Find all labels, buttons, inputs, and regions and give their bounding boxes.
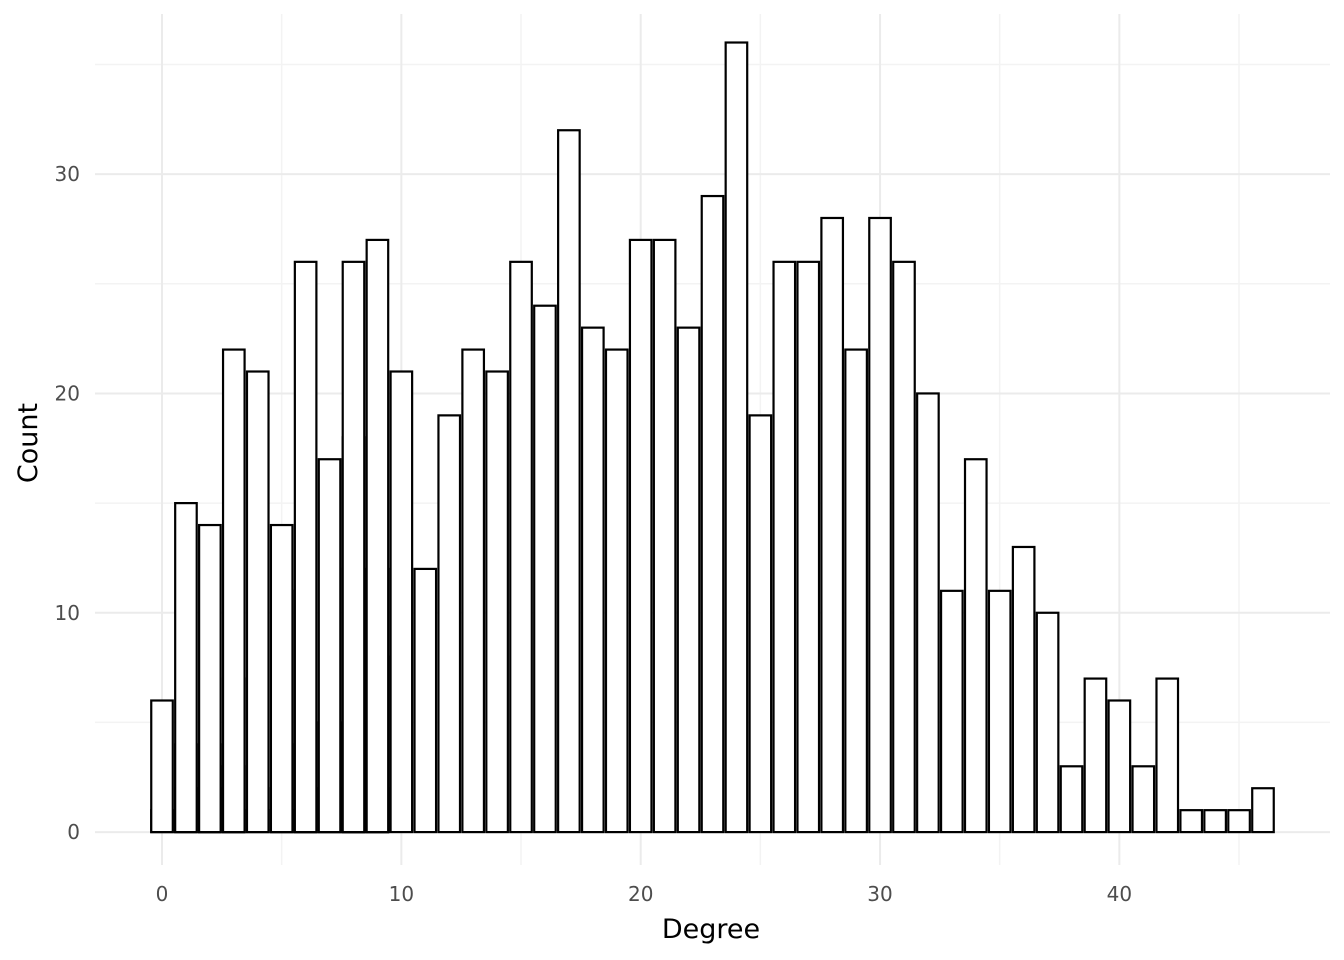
histogram-bar (939, 589, 964, 834)
histogram-bar (293, 260, 318, 834)
y-tick-label: 20 (55, 381, 80, 405)
x-tick-label: 30 (867, 882, 892, 906)
histogram-bar (1251, 787, 1275, 834)
histogram-bar (628, 238, 653, 834)
x-tick-label: 20 (628, 882, 653, 906)
histogram-bar (676, 326, 701, 834)
histogram-bar (198, 523, 222, 834)
histogram-bar (700, 194, 725, 834)
histogram-bar (437, 414, 462, 834)
x-tick-labels: 0 10 20 30 40 (156, 882, 1132, 906)
histogram-bar (772, 260, 797, 834)
histogram-bar (724, 41, 749, 834)
histogram-bar (461, 348, 486, 834)
histogram-bar (820, 216, 845, 834)
histogram-bar (916, 392, 940, 834)
histogram-bar (1203, 809, 1227, 834)
y-tick-label: 10 (55, 601, 80, 625)
histogram-bar (1011, 545, 1036, 834)
histogram-bar (174, 502, 198, 834)
histogram-bar (868, 216, 892, 834)
histogram-bar (796, 260, 821, 834)
histogram-bar (748, 414, 773, 834)
histogram-bar (963, 458, 988, 834)
histogram-bar (389, 370, 414, 834)
histogram-bar (150, 699, 174, 834)
histogram-bar (485, 370, 509, 834)
histogram-bar (580, 326, 605, 834)
histogram-bar (413, 567, 438, 834)
histogram-bar (1155, 677, 1180, 834)
histogram-bar (892, 260, 916, 834)
x-tick-label: 10 (389, 882, 414, 906)
histogram-bar (269, 523, 294, 834)
histogram-bar (652, 238, 677, 834)
x-axis-title: Degree (662, 914, 760, 945)
histogram-bar (317, 458, 342, 834)
histogram-bar (1107, 699, 1132, 834)
y-axis-title: Count (13, 403, 44, 483)
histogram-bar (604, 348, 629, 834)
histogram-bar (341, 260, 366, 834)
histogram-bar (987, 589, 1012, 834)
histogram-bar (1083, 677, 1108, 834)
histogram-bar (1131, 765, 1156, 834)
y-tick-label: 30 (55, 162, 80, 186)
histogram-bar (1179, 809, 1204, 834)
histogram-bar (245, 370, 270, 834)
bars (150, 41, 1275, 834)
x-tick-label: 40 (1107, 882, 1132, 906)
histogram-bar (557, 129, 581, 834)
histogram-bar (844, 348, 868, 834)
y-tick-labels: 0 10 20 30 (55, 162, 80, 844)
histogram-bar (509, 260, 533, 834)
histogram-bar (1227, 809, 1251, 834)
histogram-bar (1035, 611, 1060, 834)
x-tick-label: 0 (156, 882, 169, 906)
histogram-bar (533, 304, 557, 834)
histogram-bar (365, 238, 390, 834)
y-tick-label: 0 (67, 820, 80, 844)
histogram-bar (1059, 765, 1084, 834)
histogram-bar (221, 348, 246, 834)
